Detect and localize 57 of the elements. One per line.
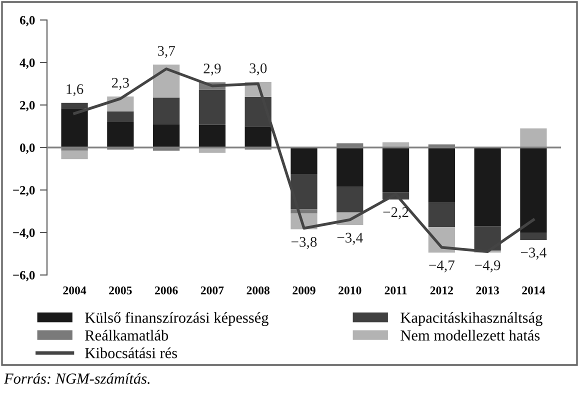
x-tick-label: 2007 <box>200 286 224 294</box>
bar <box>153 124 180 148</box>
bar <box>290 148 318 174</box>
x-tick-label: 2014 <box>522 286 546 294</box>
y-tick-label: −4,0 <box>13 228 35 239</box>
bar <box>520 148 547 232</box>
data-label: 2,3 <box>112 78 129 90</box>
text: Forrás: NGM-számítás. <box>4 373 150 384</box>
bar <box>107 111 134 122</box>
legend-label: Nem modellezett hatás <box>400 330 540 341</box>
data-label: −2,2 <box>383 207 408 220</box>
legend-label: Külső finanszírozási képesség <box>85 312 268 326</box>
bar <box>107 122 134 148</box>
bar <box>61 108 88 148</box>
y-tick-label: −2,0 <box>13 186 35 196</box>
x-tick-label: 2011 <box>384 286 407 294</box>
bar <box>336 148 364 187</box>
legend-label: Kapacitáskihasználtság <box>400 312 542 326</box>
data-label: 3,7 <box>158 46 176 58</box>
bar <box>428 148 455 203</box>
x-tick-label: 2009 <box>292 286 316 294</box>
data-label: 1,6 <box>66 84 84 96</box>
bar <box>198 90 226 125</box>
legend-label: Kibocsátási rés <box>85 348 178 358</box>
x-tick-label: 2010 <box>338 286 362 294</box>
x-tick-label: 2013 <box>476 286 499 294</box>
y-tick-label: 4,0 <box>20 58 35 69</box>
bar <box>474 226 501 251</box>
bar <box>520 128 547 148</box>
data-label: 3,0 <box>250 63 267 76</box>
bar <box>153 64 180 98</box>
x-tick-label: 2004 <box>63 286 86 294</box>
bar <box>61 150 88 160</box>
x-tick-label: 2005 <box>109 286 132 294</box>
x-tick-label: 2012 <box>430 286 453 294</box>
bar <box>198 124 226 148</box>
bar <box>336 186 364 212</box>
bar <box>474 148 501 226</box>
bar <box>244 126 272 148</box>
data-label: −4,9 <box>475 260 500 272</box>
bar <box>428 202 455 228</box>
legend-label: Reálkamatláb <box>85 330 168 341</box>
data-label: −4,7 <box>429 260 454 272</box>
bar <box>382 148 410 192</box>
data-label: −3,8 <box>292 237 317 249</box>
y-tick-label: 0,0 <box>20 144 35 154</box>
bar <box>520 232 547 240</box>
y-tick-label: 6,0 <box>20 16 35 26</box>
y-tick-label: −6,0 <box>13 271 35 282</box>
data-label: 2,9 <box>204 64 221 76</box>
y-tick-label: 2,0 <box>20 101 35 112</box>
x-tick-label: 2006 <box>155 286 178 294</box>
bar <box>153 98 180 124</box>
x-tick-label: 2008 <box>246 286 270 294</box>
data-label: −3,4 <box>337 232 363 245</box>
data-label: −3,4 <box>520 248 546 260</box>
bar <box>290 174 318 210</box>
